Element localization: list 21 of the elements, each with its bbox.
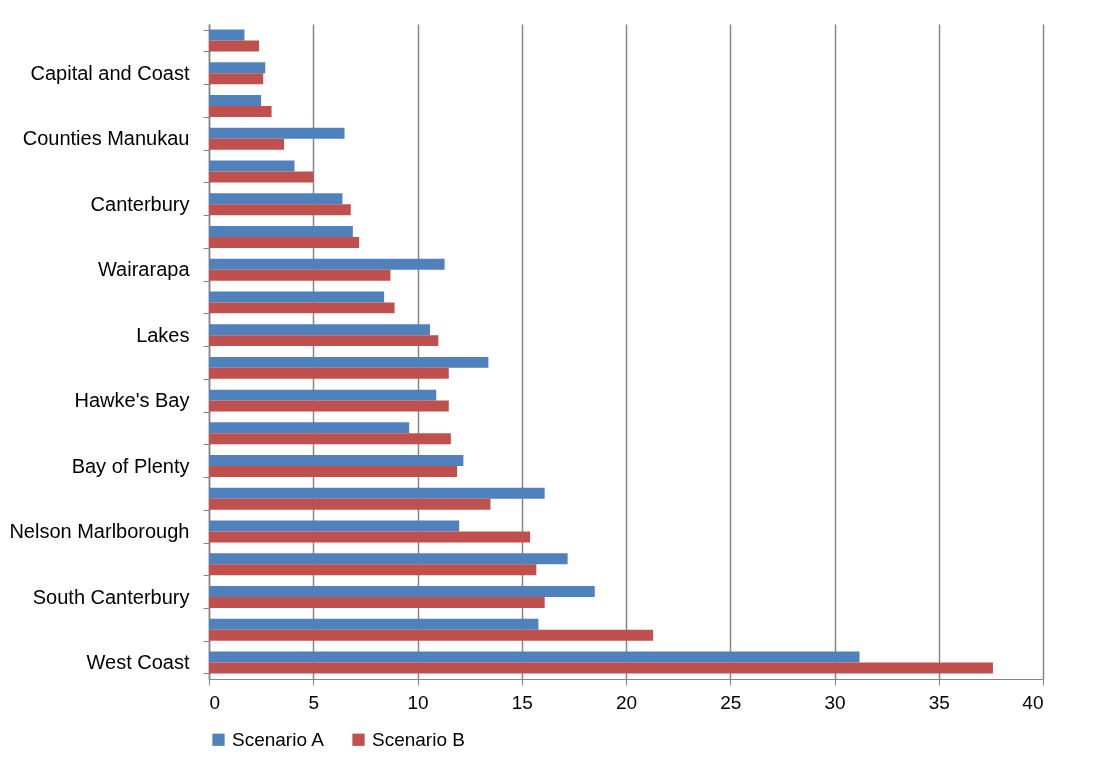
y-tick-label: Counties Manukau xyxy=(22,127,190,150)
x-tick-label: 0 xyxy=(209,691,221,713)
legend-label: Scenario A xyxy=(232,728,325,750)
x-tick-label: 40 xyxy=(1022,691,1044,713)
y-tick-label: Wairarapa xyxy=(97,258,191,281)
y-tick-label: Bay of Plenty xyxy=(71,454,190,477)
y-tick-label: Capital and Coast xyxy=(30,61,190,84)
x-tick-label: 30 xyxy=(824,691,846,713)
x-tick-label: 25 xyxy=(720,691,742,713)
legend-label: Scenario B xyxy=(372,728,465,750)
x-tick-label: 15 xyxy=(511,691,533,713)
y-tick-label: Lakes xyxy=(136,323,190,346)
y-tick-label: Canterbury xyxy=(90,192,190,215)
y-tick-label: West Coast xyxy=(86,650,190,673)
x-tick-label: 35 xyxy=(928,691,950,713)
y-tick-label: Hawke's Bay xyxy=(74,389,190,412)
y-tick-label: Nelson Marlborough xyxy=(9,520,190,543)
y-tick-label: South Canterbury xyxy=(32,585,190,608)
x-tick-label: 5 xyxy=(308,691,320,713)
x-tick-label: 10 xyxy=(407,691,429,713)
x-tick-label: 20 xyxy=(615,691,638,713)
